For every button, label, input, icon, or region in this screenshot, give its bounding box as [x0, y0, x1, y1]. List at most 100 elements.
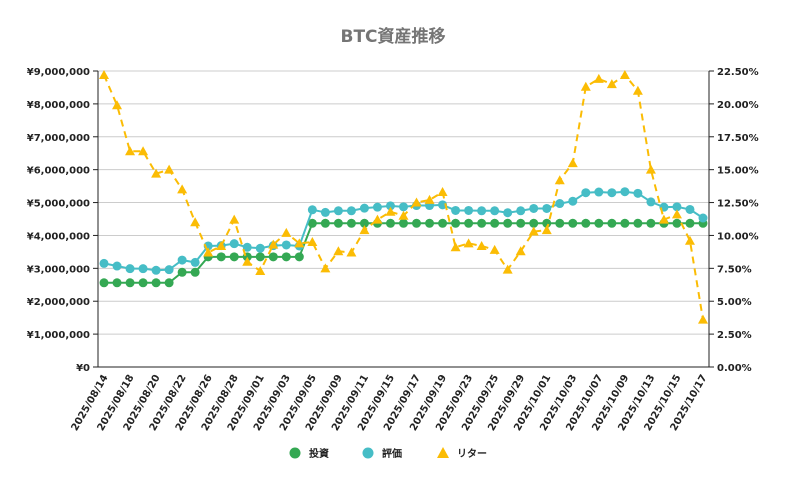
data-point — [516, 206, 526, 216]
data-point — [307, 218, 317, 228]
data-point — [242, 256, 253, 266]
y-left-tick-label: ¥3,000,000 — [27, 264, 90, 275]
legend-label: 評価 — [382, 447, 402, 460]
legend-item-2[interactable]: 評価 — [362, 447, 403, 460]
data-point — [477, 206, 487, 216]
legend-item-1[interactable]: 投資 — [289, 447, 330, 460]
data-point — [99, 69, 109, 79]
data-point — [529, 218, 539, 228]
data-point — [554, 175, 565, 185]
data-point — [438, 218, 448, 228]
data-point — [229, 252, 239, 262]
data-point — [333, 218, 343, 228]
data-point — [164, 278, 174, 288]
data-point — [671, 209, 682, 219]
y-right-tick-label: 17.50% — [717, 133, 759, 144]
data-point — [164, 164, 175, 174]
data-point — [268, 239, 279, 249]
legend-item-3[interactable]: リター — [437, 447, 487, 460]
data-point — [542, 218, 552, 228]
data-point — [581, 218, 591, 228]
data-point — [281, 227, 292, 237]
data-point — [333, 246, 344, 256]
legend-label: リター — [457, 448, 487, 460]
data-point — [607, 188, 617, 198]
data-point — [112, 261, 122, 271]
data-point — [320, 263, 331, 273]
data-point — [294, 238, 305, 248]
series-line-3 — [103, 73, 704, 320]
data-point — [450, 242, 461, 252]
data-point — [412, 218, 422, 228]
data-point — [229, 239, 239, 249]
data-point — [125, 146, 136, 156]
data-point — [268, 252, 278, 262]
data-point — [281, 240, 291, 250]
axes: ¥0 ¥1,000,000 ¥2,000,000 ¥3,000,000 ¥4,000,0… — [27, 67, 759, 433]
data-point — [476, 240, 487, 250]
data-point — [216, 252, 226, 262]
data-point — [359, 218, 369, 228]
y-right-tick-label: 2.50% — [717, 330, 752, 341]
data-point — [685, 218, 695, 228]
data-point — [138, 146, 149, 156]
data-point — [424, 194, 435, 204]
data-point — [503, 208, 513, 218]
data-point — [593, 73, 604, 83]
data-point — [489, 244, 500, 254]
data-point — [151, 278, 161, 288]
data-point — [164, 265, 174, 275]
data-point — [698, 314, 708, 324]
data-point — [672, 202, 682, 212]
data-point — [190, 267, 200, 277]
data-point — [567, 158, 578, 168]
data-point — [607, 218, 617, 228]
data-point — [216, 240, 227, 250]
data-point — [294, 252, 304, 262]
legend-label: 投資 — [309, 447, 329, 460]
data-point — [606, 79, 617, 89]
data-point — [190, 257, 200, 267]
data-point — [320, 218, 330, 228]
data-point — [399, 218, 408, 228]
y-right-tick-label: 7.50% — [717, 264, 752, 275]
data-point — [594, 218, 604, 228]
data-point — [464, 205, 474, 215]
y-left-tick-label: ¥0 — [76, 363, 90, 374]
data-point — [385, 218, 395, 228]
data-point — [255, 243, 265, 253]
data-point — [620, 218, 630, 228]
data-point — [229, 214, 240, 224]
data-point — [359, 225, 370, 235]
legend[interactable]: 投資 評価 リター — [289, 447, 488, 460]
data-point — [411, 197, 422, 207]
y-left-tick-label: ¥5,000,000 — [27, 199, 90, 210]
data-point — [555, 218, 565, 228]
data-point — [138, 278, 148, 288]
data-point — [203, 247, 214, 257]
y-right-tick-label: 20.00% — [717, 100, 759, 111]
data-point — [307, 237, 318, 247]
data-point — [620, 187, 630, 197]
y-left-tick-label: ¥9,000,000 — [27, 67, 90, 78]
data-point — [307, 205, 317, 215]
data-point — [646, 218, 656, 228]
data-point — [555, 199, 565, 209]
data-point — [528, 226, 539, 236]
data-point — [281, 252, 291, 262]
data-point — [438, 200, 448, 210]
data-point — [684, 235, 695, 245]
data-point — [580, 81, 591, 91]
data-point — [177, 267, 187, 277]
data-point — [177, 255, 187, 265]
data-point — [425, 218, 435, 228]
data-point — [633, 218, 643, 228]
data-point — [177, 184, 188, 194]
data-point — [346, 218, 356, 228]
data-point — [477, 218, 487, 228]
data-point — [502, 264, 513, 274]
data-point — [633, 188, 643, 198]
series-layer — [99, 69, 708, 324]
data-point — [490, 218, 500, 228]
data-point — [398, 210, 409, 220]
